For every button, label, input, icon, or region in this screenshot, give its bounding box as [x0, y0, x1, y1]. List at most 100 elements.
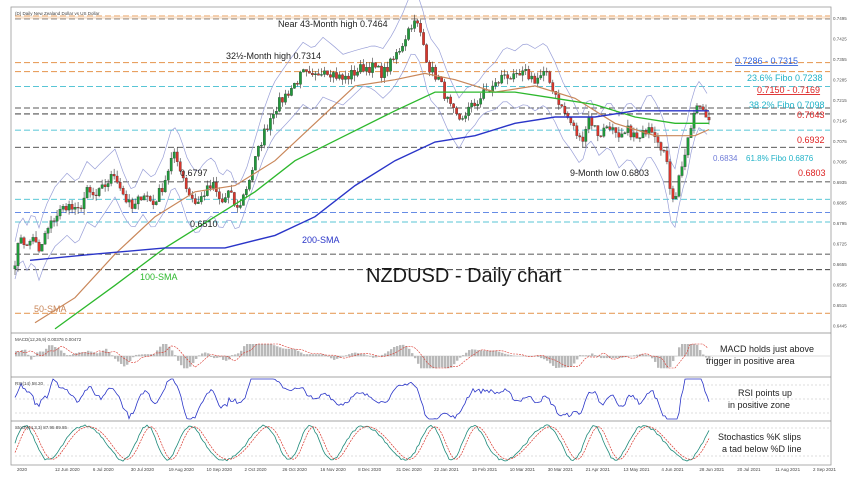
- candle-body-23: [82, 197, 86, 209]
- macd-bar: [573, 356, 576, 364]
- macd-bar: [255, 344, 258, 357]
- candle-body-26: [91, 192, 95, 196]
- macd-bar: [306, 354, 309, 357]
- macd-bar: [243, 346, 246, 357]
- macd-bar: [84, 352, 87, 357]
- macd-bar: [594, 355, 597, 357]
- candle-body-126: [392, 58, 395, 60]
- candle-body-62: [199, 196, 203, 203]
- x-tick-label-4: 19 Aug 2020: [169, 467, 195, 472]
- macd-bar: [351, 353, 354, 357]
- macd-label: MACD(12,26,9) 0.00376 0.00472: [15, 337, 82, 342]
- macd-bar: [591, 353, 594, 357]
- macd-bar: [189, 356, 192, 367]
- candle-body-83: [263, 128, 266, 146]
- macd-bar: [204, 352, 207, 357]
- macd-bar: [501, 352, 504, 357]
- candle-body-22: [79, 207, 83, 209]
- candle-body-146: [452, 103, 455, 109]
- bollinger-lower: [14, 53, 708, 282]
- candle-body-87: [275, 111, 278, 115]
- label-50-sma: 50-SMA: [34, 304, 67, 314]
- candle-body-230: [704, 109, 708, 118]
- y-tick-label-9: 0.6865: [833, 201, 847, 206]
- macd-bar: [390, 349, 393, 357]
- macd-bar: [495, 350, 498, 357]
- macd-bar: [477, 350, 480, 357]
- sma-200-line: [29, 110, 709, 261]
- candle-body-101: [317, 73, 320, 76]
- right-label-r6: 0.6932: [797, 135, 825, 145]
- macd-bar: [117, 356, 120, 362]
- candle-body-95: [299, 71, 302, 85]
- candlesticks: [13, 14, 711, 275]
- candle-body-96: [302, 69, 305, 73]
- macd-bar: [102, 350, 105, 357]
- y-tick-label-14: 0.6515: [833, 303, 847, 308]
- macd-bar: [645, 354, 648, 357]
- macd-bar: [177, 356, 180, 361]
- candle-body-138: [428, 62, 431, 73]
- candle-body-25: [88, 187, 92, 193]
- candle-body-152: [470, 102, 474, 108]
- candle-body-31: [106, 183, 110, 187]
- macd-bar: [687, 344, 690, 357]
- y-tick-label-12: 0.6655: [833, 262, 847, 267]
- macd-bar: [27, 354, 30, 357]
- candle-body-118: [368, 67, 371, 73]
- macd-bar: [471, 349, 474, 357]
- candle-body-65: [208, 185, 212, 189]
- candle-body-174: [536, 77, 540, 84]
- candle-body-110: [344, 75, 347, 80]
- candle-body-119: [371, 62, 374, 73]
- right-label-r3: 0.7150 - 0.7169: [757, 85, 820, 95]
- label-100-sma: 100-SMA: [140, 272, 178, 282]
- macd-bar: [231, 355, 234, 357]
- candle-body-89: [281, 97, 284, 103]
- candle-body-43: [142, 195, 146, 201]
- candle-body-172: [530, 75, 534, 80]
- candle-body-121: [377, 65, 380, 68]
- candle-body-34: [115, 175, 119, 183]
- candle-body-128: [398, 51, 401, 53]
- candle-body-2: [19, 237, 23, 244]
- macd-bar: [21, 350, 24, 357]
- candle-body-215: [659, 142, 663, 151]
- candle-body-16: [61, 206, 65, 210]
- macd-bar: [210, 356, 213, 357]
- candle-body-69: [220, 198, 224, 203]
- candle-body-197: [605, 126, 609, 129]
- macd-bar: [282, 348, 285, 357]
- macd-bar: [327, 356, 330, 357]
- candle-body-14: [55, 215, 59, 222]
- candle-body-207: [635, 132, 639, 139]
- candle-body-133: [413, 20, 416, 29]
- macd-bar: [384, 353, 387, 357]
- candle-body-151: [467, 106, 471, 116]
- macd-bar: [537, 356, 540, 358]
- candle-body-39: [130, 199, 134, 209]
- macd-bar: [330, 356, 333, 359]
- macd-bar: [108, 352, 111, 357]
- macd-bar: [489, 350, 492, 357]
- macd-bar: [444, 356, 447, 368]
- candle-body-124: [386, 67, 389, 72]
- candle-body-88: [278, 97, 281, 112]
- macd-bar: [450, 356, 453, 368]
- candle-body-212: [650, 127, 654, 133]
- macd-bar: [288, 348, 291, 357]
- bollinger-upper: [14, 0, 708, 242]
- candle-body-127: [395, 52, 398, 60]
- macd-bar: [132, 356, 135, 358]
- macd-bar: [240, 350, 243, 357]
- candle-body-205: [629, 125, 633, 138]
- macd-bar: [192, 356, 195, 364]
- macd-bar: [576, 356, 579, 360]
- macd-bar: [408, 348, 411, 357]
- candle-body-163: [503, 74, 507, 76]
- candle-body-147: [455, 107, 458, 115]
- y-tick-label-1: 0.7425: [833, 37, 847, 42]
- candle-body-37: [124, 194, 128, 203]
- candle-body-220: [674, 196, 678, 199]
- macd-bar: [579, 355, 582, 357]
